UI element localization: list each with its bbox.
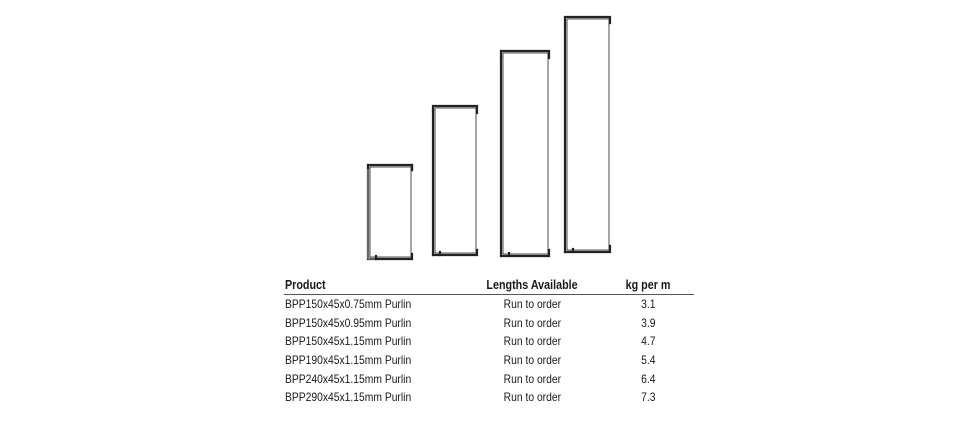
cell-product: BPP190x45x1.15mm Purlin: [285, 353, 412, 368]
table-row: BPP290x45x1.15mm Purlin Run to order 7.3: [284, 388, 694, 407]
cell-kg: 3.1: [640, 297, 656, 312]
cell-kg: 5.4: [640, 353, 656, 368]
cell-product: BPP150x45x1.15mm Purlin: [285, 334, 412, 349]
cell-lengths: Run to order: [503, 334, 562, 349]
cell-lengths: Run to order: [503, 390, 562, 405]
purlin-profiles-illustration: [366, 15, 612, 261]
header-lengths-available: Lengths Available: [486, 278, 578, 292]
purlin-profile-190: [431, 104, 479, 257]
table-header-row: Product Lengths Available kg per m: [284, 276, 694, 295]
table-row: BPP150x45x0.75mm Purlin Run to order 3.1: [284, 295, 694, 314]
cell-product: BPP150x45x0.75mm Purlin: [285, 297, 412, 312]
purlin-profile-240: [499, 49, 551, 258]
cell-product: BPP150x45x0.95mm Purlin: [285, 315, 412, 330]
table-row: BPP240x45x1.15mm Purlin Run to order 6.4: [284, 369, 694, 388]
cell-product: BPP240x45x1.15mm Purlin: [285, 371, 412, 386]
header-product: Product: [285, 278, 326, 292]
purlin-profile-290: [563, 15, 612, 254]
cell-product: BPP290x45x1.15mm Purlin: [285, 390, 412, 405]
table-row: BPP150x45x1.15mm Purlin Run to order 4.7: [284, 332, 694, 351]
cell-kg: 4.7: [640, 334, 656, 349]
cell-kg: 3.9: [640, 315, 656, 330]
cell-lengths: Run to order: [503, 297, 562, 312]
cell-lengths: Run to order: [503, 371, 562, 386]
table-row: BPP190x45x1.15mm Purlin Run to order 5.4: [284, 351, 694, 370]
cell-lengths: Run to order: [503, 353, 562, 368]
purlin-spec-table: Product Lengths Available kg per m BPP15…: [284, 276, 694, 407]
table-row: BPP150x45x0.95mm Purlin Run to order 3.9: [284, 314, 694, 333]
purlin-profile-150: [366, 163, 414, 261]
header-kg-per-m: kg per m: [625, 278, 671, 292]
cell-kg: 7.3: [640, 390, 656, 405]
cell-kg: 6.4: [640, 371, 656, 386]
cell-lengths: Run to order: [503, 315, 562, 330]
